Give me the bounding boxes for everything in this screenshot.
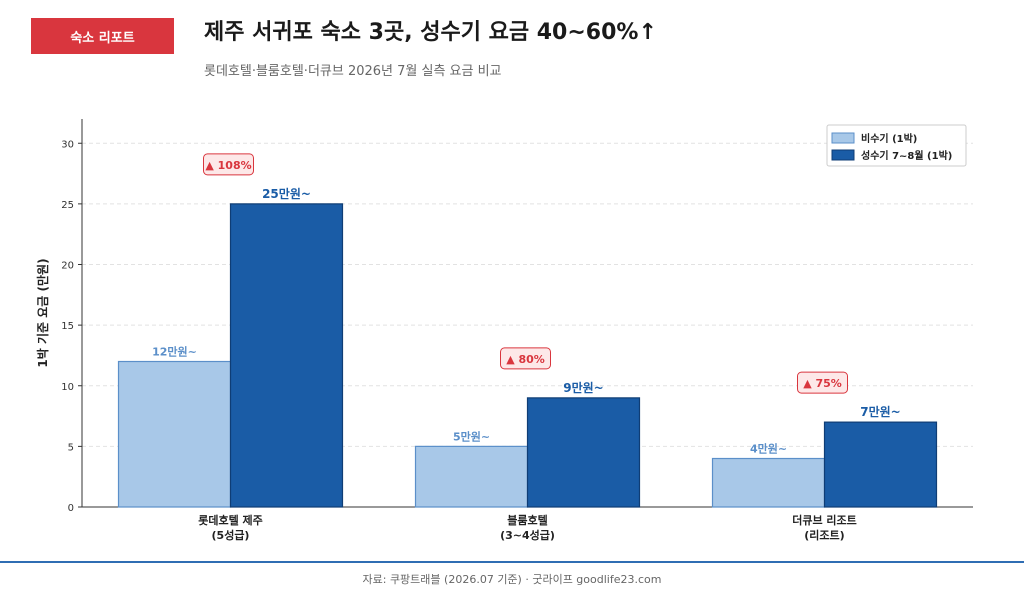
page-subtitle: 롯데호텔·블룸호텔·더큐브 2026년 7월 실측 요금 비교: [204, 64, 502, 79]
y-tick-label: 0: [68, 503, 74, 514]
legend-box: [826, 124, 967, 167]
increase-badge: [203, 153, 254, 176]
bar-peak-season: [823, 421, 938, 508]
bar-value-label: 4만원~: [750, 442, 787, 456]
y-tick-label: 20: [61, 261, 74, 272]
x-tick-sublabel: (5성급): [212, 528, 250, 542]
x-tick-label: 롯데호텔 제주: [198, 513, 263, 527]
bar-off-season: [711, 457, 826, 508]
legend-label: 성수기 7~8월 (1박): [861, 149, 952, 162]
increase-badge: [797, 371, 848, 394]
bar-off-season: [117, 360, 232, 508]
bar-value-label: 7만원~: [860, 404, 901, 419]
bar-peak-season: [526, 397, 641, 508]
increase-label: ▲ 80%: [506, 353, 545, 366]
page-title: 제주 서귀포 숙소 3곳, 성수기 요금 40~60%↑: [204, 20, 657, 45]
legend-label: 비수기 (1박): [861, 132, 917, 145]
increase-badge: [500, 347, 551, 370]
bar-value-label: 25만원~: [262, 186, 311, 201]
x-tick-sublabel: (3~4성급): [500, 528, 555, 542]
bar-value-label: 12만원~: [152, 345, 197, 359]
y-tick-label: 10: [61, 382, 74, 393]
increase-label: ▲ 108%: [205, 159, 251, 172]
y-tick-label: 25: [61, 200, 74, 211]
x-tick-label: 더큐브 리조트: [792, 513, 857, 527]
legend-swatch: [831, 149, 855, 161]
y-tick-label: 15: [61, 321, 74, 332]
y-tick-label: 30: [61, 139, 74, 150]
bar-value-label: 5만원~: [453, 429, 490, 443]
x-tick-label: 블룸호텔: [507, 513, 547, 527]
footer-divider: [0, 561, 1024, 563]
legend-swatch: [831, 132, 855, 144]
y-tick-label: 5: [68, 442, 74, 453]
bar-value-label: 9만원~: [563, 380, 604, 395]
bar-chart: 0 5 10 15 20 25 30 1박 기준 요금 (만원) 12만원~ 25만원~ ▲ 108…: [35, 119, 973, 542]
report-badge: 숙소 리포트: [31, 18, 174, 54]
bar-peak-season: [229, 203, 344, 508]
bar-off-season: [414, 445, 529, 508]
y-axis-label: 1박 기준 요금 (만원): [35, 258, 50, 367]
x-tick-sublabel: (리조트): [804, 528, 844, 542]
increase-label: ▲ 75%: [803, 377, 842, 390]
footer-source: 자료: 쿠팡트래블 (2026.07 기준) · 굿라이프 goodlife23…: [362, 573, 662, 586]
